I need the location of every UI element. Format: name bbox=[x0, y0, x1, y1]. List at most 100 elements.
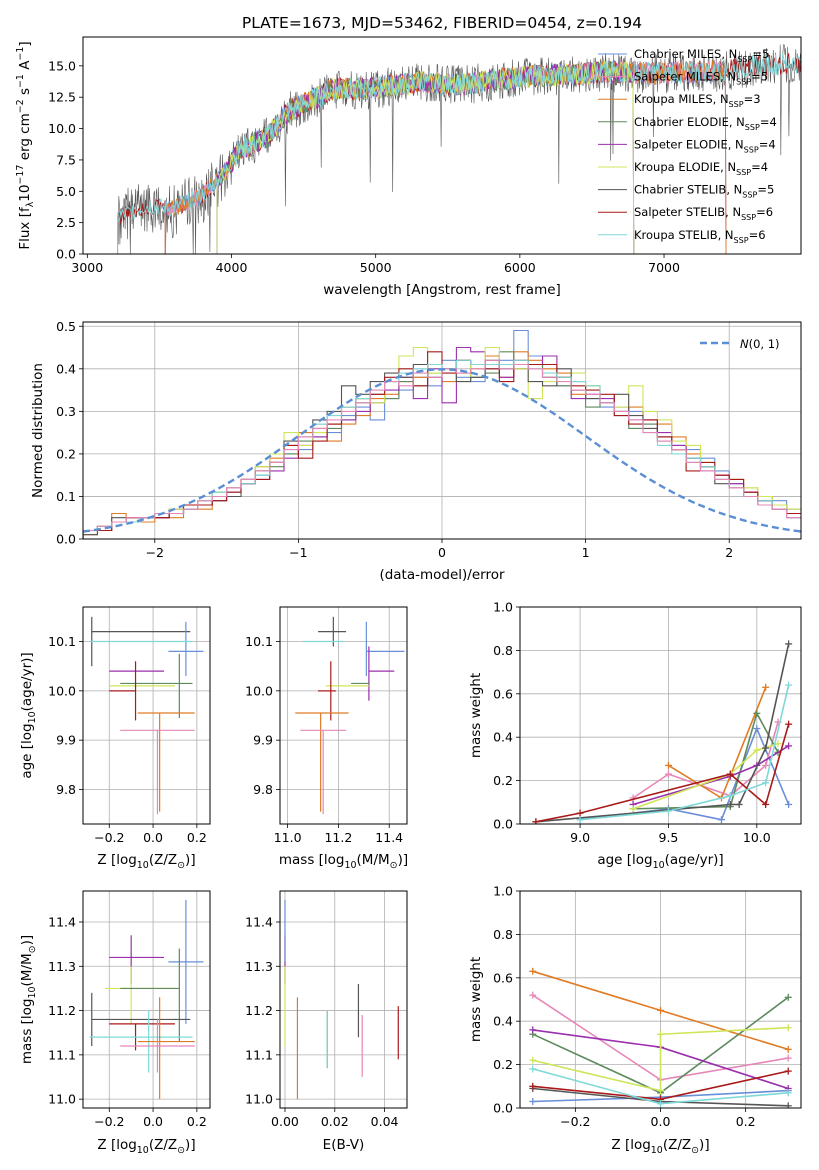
x-axis-label-part: age [log bbox=[597, 852, 652, 868]
x-axis-label: wavelength [Angstrom, rest frame] bbox=[323, 282, 561, 298]
x-tick-label: 0.2 bbox=[187, 830, 207, 845]
x-tick-label: 6000 bbox=[504, 260, 536, 275]
x-tick-label: 0.0 bbox=[143, 830, 163, 845]
x-tick-label: −0.2 bbox=[94, 830, 124, 845]
y-tick-label: 11.0 bbox=[245, 1092, 273, 1107]
y-tick-label: 11.2 bbox=[48, 1003, 76, 1018]
weight-vs-z-panel-plot-area bbox=[529, 967, 792, 1108]
legend-label-part: SSP bbox=[745, 123, 760, 132]
y-tick-label: 11.2 bbox=[245, 1003, 273, 1018]
mass-vs-z-panel: −0.2 0.0 0.211.011.111.211.311.4Z [log10(Z… bbox=[19, 890, 211, 1156]
x-tick-label: 0.2 bbox=[736, 1114, 756, 1129]
x-tick-label: 9.0 bbox=[570, 830, 590, 845]
y-tick-label: 0.4 bbox=[493, 730, 513, 745]
legend-label-part: =6 bbox=[756, 205, 773, 219]
x-axis-label-part: )] bbox=[185, 1137, 196, 1153]
normal-curve bbox=[83, 368, 801, 533]
y-axis-label-part: (age/yr)] bbox=[19, 652, 35, 711]
y-axis-label: mass weight bbox=[468, 673, 484, 758]
x-axis-label-part: 10 bbox=[653, 860, 665, 871]
y-axis-label-part: (M/M bbox=[19, 953, 35, 986]
legend-label: N(0, 1) bbox=[740, 337, 780, 351]
axes-frame bbox=[82, 321, 802, 540]
legend-label-part: =4 bbox=[751, 160, 768, 174]
legend-label-part: Kroupa ELODIE, N bbox=[634, 160, 736, 174]
y-axis-label-part: −1 bbox=[15, 47, 26, 61]
x-tick-label: −1 bbox=[289, 545, 307, 560]
y-axis-label: mass weight bbox=[468, 957, 484, 1042]
y-tick-label: 10.0 bbox=[245, 683, 273, 698]
x-tick-label: 3000 bbox=[71, 260, 103, 275]
histogram-panel: −2 −1 0 1 2 0.0 0.1 0.2 0.3 0.4 0.5 (data-model)/er… bbox=[30, 319, 802, 583]
x-axis-label-part: )] bbox=[699, 1137, 710, 1153]
y-tick-label: 0.0 bbox=[56, 247, 76, 262]
x-tick-label: 4000 bbox=[216, 260, 248, 275]
x-axis-label-part: 10 bbox=[651, 1145, 663, 1156]
legend-label-part: Kroupa STELIB, N bbox=[634, 228, 734, 242]
legend-label: Chabrier MILES, NSSP=5 bbox=[634, 47, 769, 64]
x-tick-label: 1 bbox=[582, 545, 590, 560]
y-axis-label-part: 10 bbox=[27, 986, 38, 998]
axes-frame bbox=[82, 36, 802, 255]
y-tick-label: 2.5 bbox=[56, 215, 76, 230]
y-axis-label-part: age [log bbox=[19, 723, 35, 778]
axes-frame bbox=[279, 606, 408, 825]
y-axis-label-part: 10 bbox=[17, 185, 33, 202]
mass-vs-ebv-panel-plot-area bbox=[284, 899, 399, 1100]
y-tick-label: 10.1 bbox=[48, 634, 76, 649]
y-tick-label: 0.2 bbox=[56, 446, 76, 461]
legend-label: Salpeter STELIB, NSSP=6 bbox=[634, 205, 773, 222]
weight-vs-age-panel-plot-area bbox=[532, 640, 793, 824]
age-vs-z-panel-plot-area bbox=[89, 616, 204, 815]
y-tick-label: 0.1 bbox=[56, 489, 76, 504]
legend-label-part: SSP bbox=[737, 55, 752, 64]
x-axis-label-part: Z [log bbox=[97, 852, 136, 868]
y-tick-label: 11.4 bbox=[48, 915, 76, 930]
y-tick-label: 0.2 bbox=[493, 1057, 513, 1072]
y-tick-label: 0.6 bbox=[493, 970, 513, 985]
x-axis-label-part: ⊙ bbox=[390, 860, 398, 871]
legend-label-part: Chabrier MILES, N bbox=[634, 47, 737, 61]
y-tick-label: 15.0 bbox=[48, 58, 76, 73]
legend-label-part: SSP bbox=[736, 78, 751, 87]
legend-label-part: SSP bbox=[729, 100, 744, 109]
legend-label: Salpeter MILES, NSSP=5 bbox=[634, 70, 768, 87]
y-axis-label-part: −1 bbox=[15, 74, 26, 88]
y-axis-label: Flux [fλ10−17 erg cm−2 s−1 A−1] bbox=[15, 41, 36, 249]
y-tick-label: 1.0 bbox=[493, 884, 513, 899]
y-tick-label: 11.0 bbox=[48, 1092, 76, 1107]
spectrum-plot-area bbox=[117, 44, 801, 254]
x-axis-label-part: (M/M bbox=[357, 852, 390, 868]
x-axis-label-part: )] bbox=[398, 852, 409, 868]
y-tick-label: 0.2 bbox=[493, 773, 513, 788]
y-tick-label: 10.1 bbox=[245, 634, 273, 649]
x-axis-label-part: ⊙ bbox=[691, 1145, 699, 1156]
y-axis-label-part: ] bbox=[17, 41, 33, 46]
legend-label-part: N bbox=[740, 337, 749, 351]
age-vs-mass-panel-plot-area bbox=[295, 616, 405, 815]
y-tick-label: 1.0 bbox=[493, 600, 513, 615]
x-tick-label: −2 bbox=[146, 545, 164, 560]
y-tick-label: 10.0 bbox=[48, 683, 76, 698]
x-tick-label: 11.0 bbox=[274, 830, 302, 845]
legend-label-part: Salpeter MILES, N bbox=[634, 70, 736, 84]
x-axis-label-part: ⊙ bbox=[177, 860, 185, 871]
x-axis-label-part: (Z/Z bbox=[149, 852, 177, 868]
legend-label-part: SSP bbox=[734, 236, 749, 245]
x-tick-label: 9.5 bbox=[659, 830, 679, 845]
y-tick-label: 0.0 bbox=[493, 817, 513, 832]
y-tick-label: 11.4 bbox=[245, 915, 273, 930]
y-axis-label-part: erg cm bbox=[17, 113, 33, 164]
x-axis-label: Z [log10(Z/Z⊙)] bbox=[97, 1137, 195, 1156]
legend-label: Chabrier ELODIE, NSSP=4 bbox=[634, 115, 777, 132]
legend-label-part: SSP bbox=[741, 213, 756, 222]
axes-frame bbox=[519, 890, 802, 1109]
legend-label-part: =5 bbox=[752, 47, 769, 61]
legend-label-part: SSP bbox=[742, 191, 757, 200]
spectrum-line bbox=[117, 53, 801, 254]
axes-frame bbox=[82, 890, 211, 1109]
weight-line bbox=[632, 742, 779, 810]
legend-label-part: SSP bbox=[744, 145, 759, 154]
y-axis-label-part: )] bbox=[19, 935, 35, 946]
x-tick-label: 0.02 bbox=[321, 1114, 349, 1129]
